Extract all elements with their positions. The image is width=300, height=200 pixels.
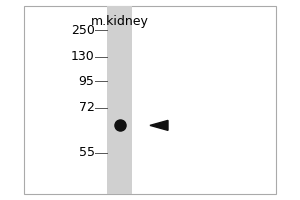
Bar bbox=[24, 6, 276, 194]
Text: m.kidney: m.kidney bbox=[91, 15, 149, 28]
Text: 55: 55 bbox=[79, 146, 94, 159]
Polygon shape bbox=[150, 120, 168, 130]
Text: 130: 130 bbox=[71, 50, 94, 63]
Text: 95: 95 bbox=[79, 75, 94, 88]
Text: 72: 72 bbox=[79, 101, 94, 114]
Text: 250: 250 bbox=[71, 24, 94, 37]
Bar bbox=[107, 6, 132, 194]
